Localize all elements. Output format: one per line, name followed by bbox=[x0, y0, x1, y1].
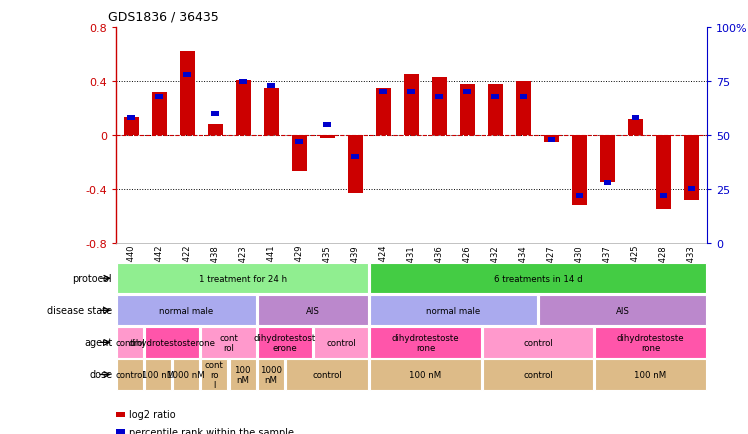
Bar bbox=[631, 116, 640, 121]
Bar bbox=[488, 85, 503, 135]
Bar bbox=[548, 138, 555, 142]
Bar bbox=[375, 89, 391, 135]
Bar bbox=[236, 81, 251, 135]
Text: 6 treatments in 14 d: 6 treatments in 14 d bbox=[494, 274, 583, 283]
Bar bbox=[212, 112, 219, 117]
Bar bbox=[292, 135, 307, 172]
Text: control: control bbox=[523, 370, 553, 379]
Text: 1000 nM: 1000 nM bbox=[168, 370, 205, 379]
Bar bbox=[684, 135, 699, 200]
Bar bbox=[544, 135, 560, 142]
Bar bbox=[464, 90, 471, 95]
Bar bbox=[239, 79, 248, 85]
Text: control: control bbox=[326, 338, 356, 347]
Bar bbox=[295, 139, 303, 145]
Bar bbox=[687, 187, 696, 192]
Bar bbox=[127, 116, 135, 121]
Text: 100 nM: 100 nM bbox=[409, 370, 441, 379]
Text: cont
ro
l: cont ro l bbox=[205, 360, 224, 389]
Bar bbox=[408, 90, 415, 95]
Bar bbox=[319, 135, 335, 138]
Bar bbox=[208, 125, 223, 135]
Bar bbox=[460, 85, 475, 135]
Text: AIS: AIS bbox=[616, 306, 629, 315]
Text: protocol: protocol bbox=[73, 273, 112, 283]
Bar bbox=[491, 95, 500, 99]
Bar bbox=[520, 95, 527, 99]
Text: dihydrotestoste
rone: dihydrotestoste rone bbox=[392, 333, 459, 352]
Text: agent: agent bbox=[84, 338, 112, 348]
Text: dihydrotestost
erone: dihydrotestost erone bbox=[254, 333, 316, 352]
Bar bbox=[571, 135, 587, 205]
Bar bbox=[660, 193, 667, 198]
Bar bbox=[379, 90, 387, 95]
Bar bbox=[263, 89, 279, 135]
Bar bbox=[435, 95, 444, 99]
Text: dihydrotestoste
rone: dihydrotestoste rone bbox=[617, 333, 684, 352]
Bar bbox=[123, 118, 139, 135]
Bar bbox=[515, 82, 531, 135]
Bar bbox=[152, 92, 167, 135]
Bar bbox=[156, 95, 163, 99]
Text: control: control bbox=[523, 338, 553, 347]
Text: normal male: normal male bbox=[159, 306, 213, 315]
Bar bbox=[432, 78, 447, 135]
Text: log2 ratio: log2 ratio bbox=[129, 410, 176, 419]
Bar bbox=[600, 135, 615, 183]
Text: 100 nM: 100 nM bbox=[634, 370, 666, 379]
Text: control: control bbox=[115, 370, 145, 379]
Text: 100
nM: 100 nM bbox=[234, 365, 251, 384]
Text: normal male: normal male bbox=[426, 306, 481, 315]
Bar bbox=[348, 135, 363, 194]
Bar bbox=[183, 73, 191, 78]
Bar bbox=[628, 119, 643, 135]
Text: dose: dose bbox=[89, 370, 112, 380]
Bar bbox=[604, 181, 611, 185]
Text: cont
rol: cont rol bbox=[219, 333, 238, 352]
Text: percentile rank within the sample: percentile rank within the sample bbox=[129, 427, 295, 434]
Text: 1 treatment for 24 h: 1 treatment for 24 h bbox=[198, 274, 286, 283]
Bar bbox=[656, 135, 671, 210]
Bar bbox=[352, 155, 359, 160]
Text: disease state: disease state bbox=[47, 306, 112, 316]
Text: dihydrotestosterone: dihydrotestosterone bbox=[129, 338, 215, 347]
Text: control: control bbox=[115, 338, 145, 347]
Text: AIS: AIS bbox=[306, 306, 320, 315]
Bar bbox=[268, 84, 275, 89]
Text: GDS1836 / 36435: GDS1836 / 36435 bbox=[108, 11, 219, 24]
Text: control: control bbox=[312, 370, 342, 379]
Text: 100 nM: 100 nM bbox=[142, 370, 174, 379]
Text: 1000
nM: 1000 nM bbox=[260, 365, 282, 384]
Bar bbox=[404, 75, 419, 135]
Bar bbox=[180, 53, 195, 135]
Bar bbox=[323, 122, 331, 128]
Bar bbox=[575, 193, 583, 198]
